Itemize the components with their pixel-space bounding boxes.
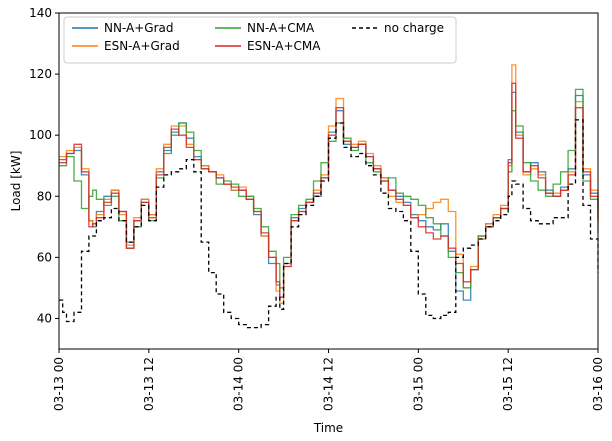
x-tick-label: 03-15 12 — [501, 357, 515, 411]
y-axis-label: Load [kW] — [9, 151, 23, 212]
legend: NN-A+Grad ESN-A+Grad NN-A+CMA ESN-A+CMA no c… — [63, 16, 457, 64]
legend-entry-label: NN-A+CMA — [247, 21, 315, 35]
y-tick-label: 40 — [37, 311, 52, 325]
legend-entry-label: NN-A+Grad — [104, 21, 174, 35]
y-axis-ticks: 40 60 80 100 120 140 — [29, 6, 59, 325]
x-tick-label: 03-15 00 — [411, 357, 425, 411]
y-tick-label: 100 — [29, 128, 52, 142]
legend-box — [63, 16, 457, 64]
x-tick-label: 03-14 00 — [232, 357, 246, 411]
plot-lines — [59, 64, 599, 329]
x-axis-label: Time — [313, 421, 343, 435]
x-tick-label: 03-14 12 — [322, 357, 336, 411]
legend-entry-label: ESN-A+CMA — [247, 39, 321, 53]
x-tick-label: 03-13 12 — [142, 357, 156, 411]
legend-entry-label: no charge — [384, 21, 444, 35]
x-tick-label: 03-13 00 — [52, 357, 66, 411]
series-line-4 — [59, 119, 599, 329]
x-axis-ticks: 03-13 00 03-13 12 03-14 00 03-14 12 03-15 00… — [52, 349, 605, 411]
legend-entry-label: ESN-A+Grad — [104, 39, 180, 53]
y-tick-label: 120 — [29, 67, 52, 81]
x-tick-label: 03-16 00 — [591, 357, 605, 411]
y-tick-label: 60 — [37, 250, 52, 264]
y-tick-label: 80 — [37, 189, 52, 203]
y-tick-label: 140 — [29, 6, 52, 20]
